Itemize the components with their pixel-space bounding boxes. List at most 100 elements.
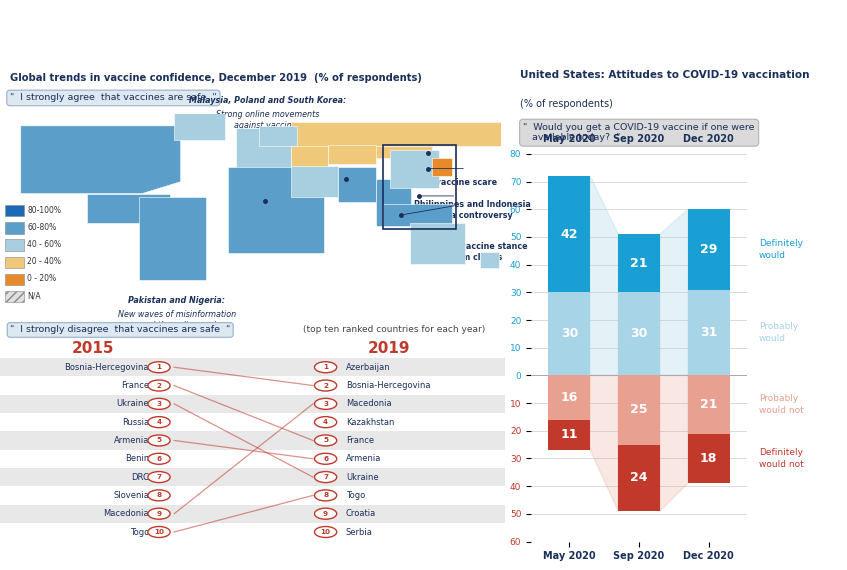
Text: Strong online movements
against vaccines: Strong online movements against vaccines bbox=[216, 110, 319, 130]
Polygon shape bbox=[660, 209, 688, 376]
Text: 7: 7 bbox=[157, 474, 162, 480]
Text: 8: 8 bbox=[323, 492, 328, 498]
Polygon shape bbox=[329, 146, 432, 158]
Text: Benin: Benin bbox=[125, 454, 149, 463]
Text: Japan:
HPV vaccine scare: Japan: HPV vaccine scare bbox=[414, 167, 497, 187]
Text: 16: 16 bbox=[561, 391, 578, 404]
FancyBboxPatch shape bbox=[5, 274, 24, 285]
Circle shape bbox=[314, 435, 337, 446]
Text: 1: 1 bbox=[323, 364, 328, 370]
Polygon shape bbox=[377, 180, 411, 226]
Bar bbox=[0, 504, 505, 523]
Bar bbox=[688, 376, 729, 434]
Text: N/A: N/A bbox=[27, 291, 41, 300]
Polygon shape bbox=[660, 376, 688, 511]
Text: (% of respondents): (% of respondents) bbox=[520, 99, 613, 109]
Text: 24: 24 bbox=[630, 471, 648, 484]
Text: 8: 8 bbox=[157, 492, 162, 498]
Polygon shape bbox=[87, 194, 169, 223]
Polygon shape bbox=[590, 176, 618, 376]
Text: 11: 11 bbox=[561, 429, 579, 441]
Text: 42: 42 bbox=[561, 227, 579, 241]
FancyBboxPatch shape bbox=[5, 205, 24, 217]
Text: Malaysia, Poland and South Korea:: Malaysia, Poland and South Korea: bbox=[189, 96, 346, 105]
Polygon shape bbox=[140, 197, 206, 280]
Text: Global trends in vaccine confidence, December 2019  (% of respondents): Global trends in vaccine confidence, Dec… bbox=[10, 73, 422, 83]
Text: 2019: 2019 bbox=[368, 340, 410, 356]
Text: 31: 31 bbox=[700, 326, 717, 339]
Text: 2015: 2015 bbox=[72, 340, 114, 356]
Text: 18: 18 bbox=[700, 452, 717, 465]
Text: 60-80%: 60-80% bbox=[27, 223, 57, 232]
Circle shape bbox=[148, 527, 170, 538]
Text: "  I strongly disagree  that vaccines are safe  ": " I strongly disagree that vaccines are … bbox=[10, 325, 230, 335]
Bar bbox=[549, 176, 590, 292]
Bar bbox=[0, 358, 505, 376]
Text: Macedonia: Macedonia bbox=[103, 509, 149, 518]
Text: 40 - 60%: 40 - 60% bbox=[27, 240, 61, 249]
Text: 10: 10 bbox=[321, 529, 330, 535]
Text: 20 - 40%: 20 - 40% bbox=[27, 257, 61, 266]
Bar bbox=[618, 376, 660, 445]
Text: 21: 21 bbox=[700, 398, 717, 411]
Text: 1: 1 bbox=[157, 364, 162, 370]
Text: 30: 30 bbox=[630, 327, 648, 340]
Bar bbox=[0, 450, 505, 468]
Text: Probably
would not: Probably would not bbox=[759, 394, 804, 415]
Polygon shape bbox=[21, 126, 180, 194]
Polygon shape bbox=[228, 168, 324, 253]
Polygon shape bbox=[291, 123, 501, 146]
Text: France: France bbox=[121, 381, 149, 390]
Polygon shape bbox=[590, 376, 618, 511]
Text: 4: 4 bbox=[157, 419, 162, 425]
Text: Togo: Togo bbox=[346, 491, 365, 500]
Text: 4: 4 bbox=[323, 419, 328, 425]
Polygon shape bbox=[390, 149, 439, 188]
Text: France: France bbox=[346, 436, 374, 445]
Bar bbox=[688, 290, 729, 376]
Circle shape bbox=[314, 471, 337, 483]
Bar bbox=[0, 486, 505, 504]
Text: Togo: Togo bbox=[130, 527, 149, 536]
Text: New waves of misinformation
around the polio vaccine: New waves of misinformation around the p… bbox=[118, 310, 235, 331]
FancyBboxPatch shape bbox=[5, 256, 24, 268]
Circle shape bbox=[314, 527, 337, 538]
Text: United States: Attitudes to COVID-19 vaccination: United States: Attitudes to COVID-19 vac… bbox=[520, 70, 810, 80]
Text: 3: 3 bbox=[323, 401, 328, 407]
Text: 6: 6 bbox=[157, 456, 162, 462]
Circle shape bbox=[314, 453, 337, 465]
Text: Armenia: Armenia bbox=[113, 436, 149, 445]
Bar bbox=[618, 445, 660, 511]
Circle shape bbox=[148, 453, 170, 465]
Bar bbox=[0, 468, 505, 486]
Text: 80-100%: 80-100% bbox=[27, 206, 61, 215]
Polygon shape bbox=[259, 126, 296, 146]
Text: Armenia: Armenia bbox=[346, 454, 381, 463]
Text: 7: 7 bbox=[323, 474, 328, 480]
Circle shape bbox=[314, 362, 337, 373]
Text: DRC: DRC bbox=[131, 473, 149, 482]
Text: 25: 25 bbox=[630, 404, 648, 417]
Circle shape bbox=[148, 380, 170, 391]
Polygon shape bbox=[329, 145, 377, 164]
Text: 29: 29 bbox=[700, 243, 717, 256]
Bar bbox=[618, 292, 660, 376]
Text: Azerbaijan: Azerbaijan bbox=[346, 363, 390, 372]
Text: Definitely
would not: Definitely would not bbox=[759, 448, 804, 469]
Polygon shape bbox=[291, 166, 338, 197]
Text: Definitely
would: Definitely would bbox=[759, 239, 803, 260]
Circle shape bbox=[148, 417, 170, 428]
Text: 21: 21 bbox=[630, 256, 648, 270]
Circle shape bbox=[148, 398, 170, 409]
Text: 5: 5 bbox=[323, 437, 328, 443]
Text: "  I strongly agree  that vaccines are safe  ": " I strongly agree that vaccines are saf… bbox=[10, 93, 217, 103]
Text: 6: 6 bbox=[323, 456, 328, 462]
Text: Ukraine: Ukraine bbox=[346, 473, 379, 482]
Circle shape bbox=[148, 471, 170, 483]
Text: Bosnia-Hercegovina: Bosnia-Hercegovina bbox=[64, 363, 149, 372]
Circle shape bbox=[314, 417, 337, 428]
Text: 10: 10 bbox=[154, 529, 164, 535]
Text: Russia: Russia bbox=[122, 418, 149, 427]
Bar bbox=[688, 209, 729, 290]
Bar bbox=[0, 376, 505, 394]
